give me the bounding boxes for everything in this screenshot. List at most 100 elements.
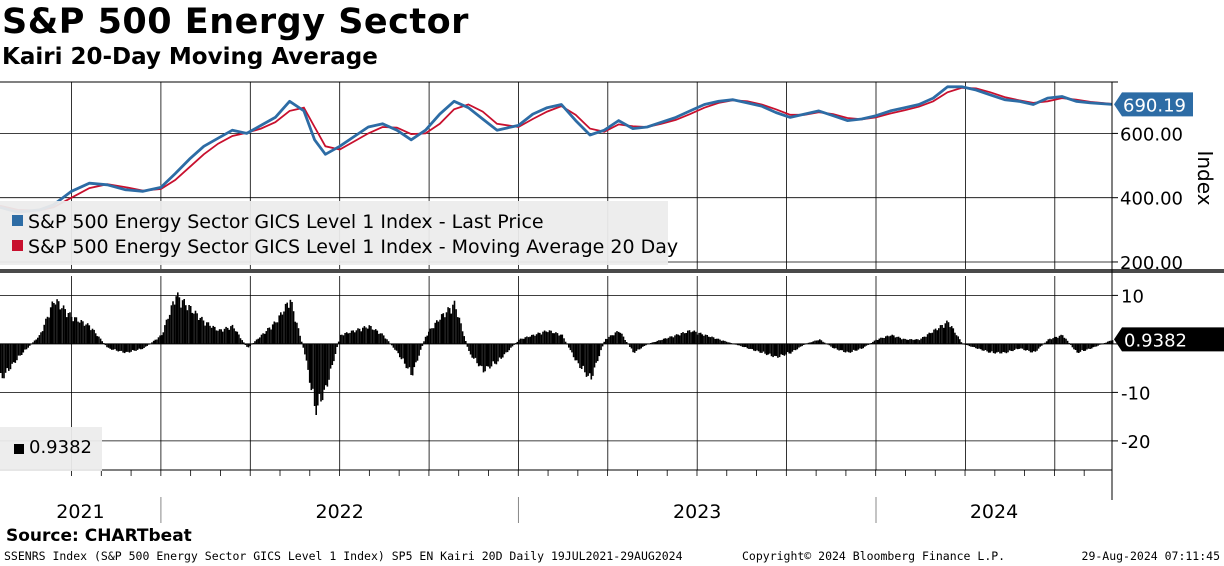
kairi-bar xyxy=(571,343,573,353)
kairi-bar xyxy=(178,297,181,344)
kairi-bar xyxy=(934,328,937,344)
kairi-bar xyxy=(547,332,549,344)
kairi-bar xyxy=(724,340,726,344)
kairi-bar xyxy=(918,340,921,344)
kairi-bar xyxy=(780,343,782,355)
kairi-bar xyxy=(191,312,194,344)
kairi-bar xyxy=(160,335,163,344)
kairi-bar xyxy=(387,341,390,344)
kairi-bar xyxy=(257,338,259,344)
kairi-bar xyxy=(767,343,770,355)
kairi-bar xyxy=(999,343,1001,354)
kairi-bar xyxy=(585,343,588,377)
kairi-bar xyxy=(320,343,322,402)
kairi-bar xyxy=(384,338,387,344)
axis-labels: 200.00 400.00 600.00 Index 690.19 10 -10 -20 0.9… xyxy=(56,92,1224,523)
kairi-bar xyxy=(469,343,472,355)
kairi-bar xyxy=(83,325,86,344)
kairi-bar xyxy=(551,333,554,344)
kairi-bar xyxy=(1034,343,1037,352)
kairi-bar xyxy=(1098,343,1101,345)
kairi-bar xyxy=(231,324,234,344)
last-price-line xyxy=(0,85,1113,214)
kairi-bar xyxy=(645,343,647,346)
kairi-bar xyxy=(746,343,749,349)
kairi-bar xyxy=(992,343,995,354)
kairi-bar xyxy=(426,335,428,344)
kairi-bar xyxy=(458,317,461,344)
kairi-bar xyxy=(56,299,58,344)
kairi-bar xyxy=(297,328,300,344)
kairi-bar xyxy=(465,341,467,344)
kairi-bar xyxy=(777,343,779,358)
kairi-bar xyxy=(165,319,168,344)
kairi-bar xyxy=(175,296,177,344)
kairi-bar xyxy=(374,329,377,344)
kairi-bar xyxy=(741,343,744,347)
kairi-bar xyxy=(1063,337,1066,344)
footer-description: SSENRS Index (S&P 500 Energy Sector GICS… xyxy=(4,549,683,563)
kairi-legend: 0.9382 xyxy=(0,427,102,471)
kairi-bar xyxy=(473,343,475,359)
kairi-bar xyxy=(6,343,8,369)
kairi-bar xyxy=(717,338,720,344)
kairi-bar xyxy=(1026,343,1029,350)
kairi-bar xyxy=(291,302,293,344)
kairi-bar xyxy=(950,326,953,344)
kairi-bar xyxy=(12,343,15,363)
kairi-bar xyxy=(399,343,401,358)
kairi-bar xyxy=(415,343,417,363)
kairi-bar xyxy=(410,343,412,375)
kairi-bar xyxy=(695,331,697,344)
kairi-bar xyxy=(1084,343,1087,351)
kairi-bar xyxy=(363,326,366,344)
kairi-bar xyxy=(43,324,45,344)
kairi-bar xyxy=(836,343,839,350)
kairi-bar xyxy=(891,334,893,344)
kairi-bar xyxy=(831,343,834,348)
kairi-bar xyxy=(912,339,914,344)
kairi-bar xyxy=(719,339,721,344)
kairi-bar xyxy=(419,343,422,350)
kairi-bar xyxy=(389,343,391,345)
kairi-bar xyxy=(625,342,628,344)
kairi-bar xyxy=(809,342,811,344)
kairi-bar xyxy=(886,335,889,344)
kairi-bar xyxy=(33,340,36,344)
kairi-bar xyxy=(1057,337,1059,344)
kairi-bar xyxy=(262,333,264,344)
kairi-bar xyxy=(859,343,861,349)
kairi-bar xyxy=(1087,343,1090,349)
kairi-bar xyxy=(830,343,832,347)
kairi-bar xyxy=(622,336,625,344)
kairi-bar xyxy=(905,339,908,344)
kairi-bar xyxy=(1107,341,1109,344)
kairi-bar xyxy=(954,332,956,344)
kairi-bar xyxy=(154,339,157,344)
kairi-bar xyxy=(518,339,520,344)
kairi-bar xyxy=(926,334,929,344)
kairi-bar xyxy=(67,313,70,344)
kairi-bar xyxy=(490,343,493,367)
kairi-bar xyxy=(838,343,840,351)
kairi-bar xyxy=(14,343,17,363)
kairi-bar xyxy=(489,343,491,369)
kairi-bar xyxy=(632,343,634,353)
x-year-label: 2021 xyxy=(56,501,104,523)
kairi-bar xyxy=(685,333,687,344)
kairi-bar xyxy=(312,343,314,389)
kairi-bar xyxy=(1012,343,1014,352)
kairi-bar xyxy=(130,343,132,352)
kairi-bar xyxy=(114,343,116,350)
kairi-bar xyxy=(968,343,971,347)
kairi-bar xyxy=(519,338,522,344)
kairi-bar xyxy=(725,341,728,344)
kairi-bar xyxy=(775,343,778,357)
kairi-bar xyxy=(16,343,18,361)
kairi-bar xyxy=(675,334,678,344)
kairi-bar xyxy=(765,343,768,356)
kairi-bar xyxy=(656,340,659,344)
kairi-bar xyxy=(592,343,594,376)
kairi-bar xyxy=(535,334,538,344)
kairi-bar xyxy=(1061,335,1064,344)
